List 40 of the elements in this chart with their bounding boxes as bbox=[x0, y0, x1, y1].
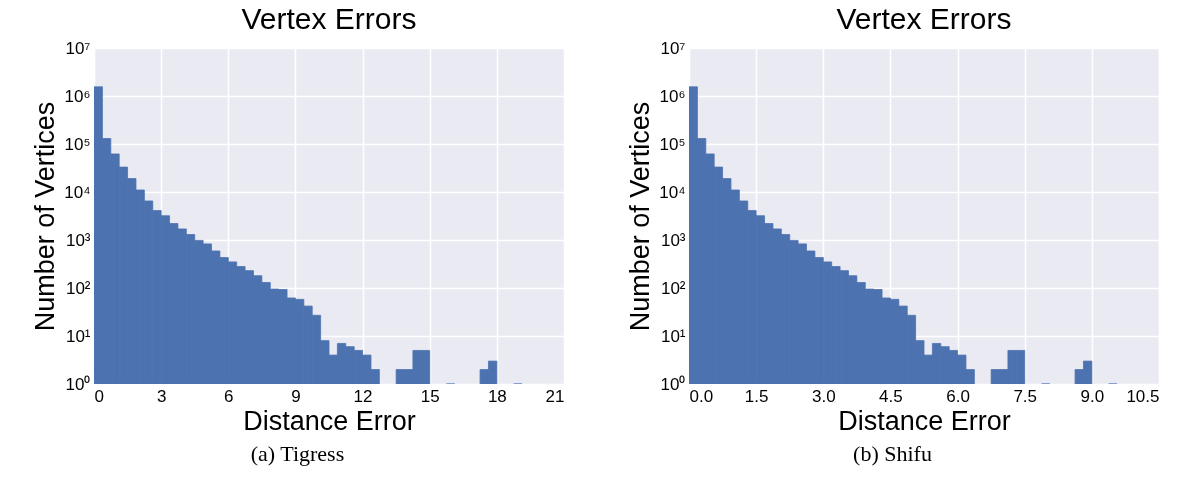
x-axis-title: Distance Error bbox=[838, 405, 1011, 436]
x-tick-label: 9.0 bbox=[1080, 386, 1105, 406]
x-tick-label: 9 bbox=[291, 386, 301, 406]
x-tick-label: 15 bbox=[420, 386, 440, 406]
x-tick-label: 3 bbox=[156, 386, 167, 406]
text: (a) Tigress bbox=[250, 441, 345, 467]
x-tick-label: 0 bbox=[94, 386, 104, 406]
text: (b) Shifu bbox=[853, 441, 932, 467]
chart-title: Vertex Errors bbox=[241, 2, 417, 35]
x-tick-label: 6.0 bbox=[946, 386, 970, 406]
y-tick-label: 10⁶ bbox=[659, 86, 686, 106]
x-tick-label: 21 bbox=[545, 386, 565, 406]
chart-title: Vertex Errors bbox=[836, 2, 1012, 35]
y-tick-label: 10³ bbox=[65, 230, 91, 250]
y-tick-label: 10¹ bbox=[65, 326, 91, 346]
x-tick-label: 3.0 bbox=[811, 386, 836, 406]
y-tick-label: 10⁰ bbox=[65, 374, 91, 394]
y-tick-label: 10⁵ bbox=[64, 134, 91, 154]
y-tick-label: 10¹ bbox=[660, 326, 686, 346]
y-tick-label: 10³ bbox=[660, 230, 686, 250]
y-tick-label: 10⁵ bbox=[659, 134, 686, 154]
y-tick-label: 10⁴ bbox=[659, 182, 686, 202]
x-axis-title: Distance Error bbox=[243, 405, 416, 436]
x-tick-label: 6 bbox=[224, 386, 234, 406]
y-tick-label: 10⁷ bbox=[65, 38, 91, 58]
x-tick-label: 18 bbox=[487, 386, 507, 406]
y-axis-title: Number of Vertices bbox=[625, 101, 656, 332]
x-tick-label: 4.5 bbox=[879, 386, 903, 406]
y-tick-label: 10⁶ bbox=[64, 86, 91, 106]
y-tick-label: 10⁴ bbox=[64, 182, 91, 202]
x-tick-label: 10.5 bbox=[1126, 386, 1160, 406]
x-tick-label: 12 bbox=[353, 386, 373, 406]
x-tick-label: 7.5 bbox=[1013, 386, 1038, 406]
y-tick-label: 10⁰ bbox=[660, 374, 686, 394]
y-tick-label: 10² bbox=[65, 278, 91, 298]
y-tick-label: 10⁷ bbox=[660, 38, 686, 58]
y-tick-label: 10² bbox=[660, 278, 686, 298]
y-axis-title: Number of Vertices bbox=[30, 101, 61, 332]
x-tick-label: 1.5 bbox=[744, 386, 769, 406]
x-tick-label: 0.0 bbox=[689, 386, 714, 406]
